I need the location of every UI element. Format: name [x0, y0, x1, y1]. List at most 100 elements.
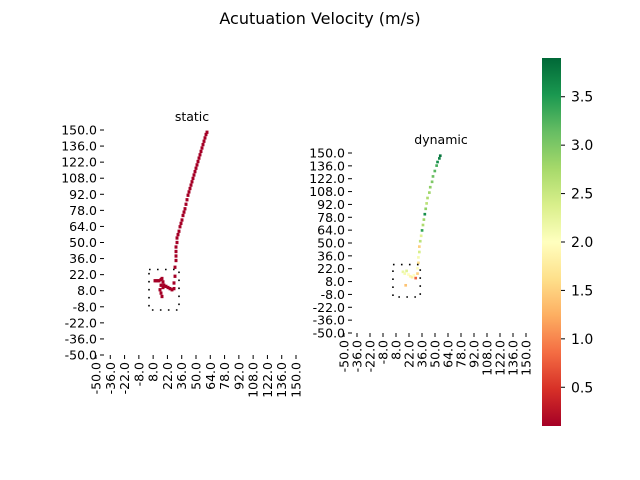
static-heatmap-cell — [201, 142, 205, 147]
static-y-tick-label: -50.0 — [65, 348, 97, 363]
dynamic-heatmap-cell — [423, 212, 427, 216]
static-heatmap-cell — [174, 249, 178, 254]
dynamic-x-tick-label: 108.0 — [480, 340, 495, 376]
panel-dynamic-title: dynamic — [414, 132, 468, 147]
dynamic-heatmap-cell — [408, 274, 412, 278]
static-heatmap-cell — [158, 288, 162, 292]
figure-title: Acutuation Velocity (m/s) — [219, 9, 420, 28]
static-heatmap-cell — [155, 279, 159, 283]
static-heatmap-cell — [178, 225, 182, 229]
dynamic-heatmap-cell — [412, 274, 416, 277]
static-heatmap-cell — [174, 258, 178, 263]
static-heatmap-cell — [160, 276, 164, 281]
static-y-tick-label: 36.0 — [69, 251, 97, 266]
dynamic-y-tick-label: 64.0 — [317, 223, 345, 238]
static-heatmap-cell — [164, 284, 168, 289]
dynamic-heatmap-cell — [425, 202, 428, 205]
dynamic-y-tick-label: 8.0 — [325, 274, 345, 289]
static-x-tick-label: -8.0 — [131, 362, 146, 386]
dynamic-x-tick-label: -50.0 — [337, 340, 352, 372]
dynamic-heatmap-cell — [416, 272, 419, 275]
dynamic-x-tick-label: 64.0 — [441, 340, 456, 368]
dynamic-y-tick-label: -8.0 — [321, 287, 345, 302]
dynamic-heatmap-cell — [418, 250, 421, 254]
dynamic-x-tick-label: 150.0 — [519, 340, 534, 376]
static-heatmap-cell — [173, 274, 177, 278]
dynamic-x-tick-label: 22.0 — [402, 340, 417, 368]
panel-static: static 150.0136.0122.0108.092.078.064.05… — [61, 109, 303, 398]
dynamic-heatmap-cell — [420, 229, 424, 232]
static-x-tick-label: 78.0 — [217, 362, 232, 390]
colorbar-tick-label: 3.5 — [571, 90, 593, 106]
static-y-tick-label: 8.0 — [77, 283, 97, 298]
static-heatmap-cell — [174, 254, 178, 258]
colorbar-tick-label: 2.5 — [571, 187, 593, 203]
colorbar-tick-label: 0.5 — [571, 380, 593, 396]
static-y-tick-label: 64.0 — [69, 219, 97, 234]
static-heatmap-cell — [177, 229, 181, 233]
static-heatmap-cell — [168, 286, 172, 291]
static-heatmap-cell — [166, 285, 170, 290]
static-y-tick-label: -22.0 — [65, 315, 97, 330]
static-heatmap-cell — [175, 236, 179, 240]
dynamic-y-tick-label: -36.0 — [313, 313, 345, 328]
static-y-tick-label: 108.0 — [61, 171, 97, 186]
static-heatmap-cell — [183, 207, 187, 211]
static-heatmap-cell — [184, 202, 188, 206]
static-heatmap-cell — [161, 280, 165, 284]
dynamic-x-tick-label: -36.0 — [350, 340, 365, 372]
static-heatmap-cell — [204, 132, 208, 137]
dynamic-y-tick-label: 108.0 — [309, 184, 345, 199]
static-y-tick-label: -8.0 — [73, 299, 97, 314]
dynamic-heatmap-cell — [418, 239, 422, 243]
dynamic-y-tick-label: 136.0 — [309, 158, 345, 173]
static-heatmap-cell — [198, 153, 202, 157]
static-x-tick-label: 108.0 — [246, 362, 261, 398]
static-heatmap-cell — [200, 146, 204, 150]
dynamic-y-tick-label: 22.0 — [317, 261, 345, 276]
static-heatmap-cell — [162, 283, 166, 287]
colorbar-tick-label: 1.0 — [571, 332, 593, 348]
dynamic-heatmap-cell — [430, 180, 434, 184]
static-heatmap-cell — [196, 159, 200, 164]
dynamic-heatmap-cell — [424, 207, 428, 211]
static-heatmap-cell — [193, 169, 197, 174]
dynamic-heatmap-cell — [416, 266, 419, 270]
colorbar: 0.5 1.0 1.5 2.0 2.5 3.0 3.5 — [542, 58, 593, 426]
static-y-tick-label: 150.0 — [61, 123, 97, 138]
dynamic-heatmap-cell — [426, 196, 429, 200]
static-heatmap-cell — [159, 291, 163, 295]
dynamic-obstacle-box — [392, 263, 422, 298]
dynamic-y-tick-label: 36.0 — [317, 248, 345, 263]
dynamic-heatmap-cell — [435, 164, 438, 167]
static-heatmap-cell — [153, 279, 157, 283]
static-heatmap-cell — [181, 213, 185, 218]
static-heatmap-cell — [160, 294, 164, 299]
dynamic-heatmap-cell — [428, 191, 431, 194]
dynamic-x-tick-label: 78.0 — [454, 340, 469, 368]
dynamic-heatmap-cell — [433, 169, 437, 173]
dynamic-y-tick-label: 150.0 — [309, 146, 345, 161]
dynamic-x-tick-label: 136.0 — [506, 340, 521, 376]
static-obstacle-box — [148, 268, 180, 311]
dynamic-x-tick-label: 122.0 — [493, 340, 508, 376]
dynamic-heatmap-cell — [404, 283, 408, 287]
dynamic-heatmap-cell — [417, 256, 420, 259]
static-heatmap-cell — [190, 180, 194, 184]
static-heatmap-cell — [173, 265, 177, 269]
static-heatmap-cell — [157, 279, 161, 283]
static-heatmap-cell — [186, 193, 190, 197]
static-x-tick-label: -50.0 — [89, 362, 104, 394]
dynamic-heatmap-cell — [431, 175, 435, 178]
dynamic-y-tick-label: -22.0 — [313, 300, 345, 315]
static-heatmap-cell — [179, 221, 183, 226]
dynamic-x-tick-label: 36.0 — [415, 340, 430, 368]
colorbar-tick-label: 1.5 — [571, 283, 593, 299]
dynamic-x-tick-label: -8.0 — [376, 340, 391, 364]
colorbar-tick-label: 3.0 — [571, 138, 593, 154]
static-heatmap-cell — [203, 136, 207, 140]
static-heatmap-cell — [174, 245, 178, 249]
panel-static-title: static — [175, 109, 209, 124]
static-x-tick-label: 64.0 — [203, 362, 218, 390]
dynamic-y-tick-label: 92.0 — [317, 197, 345, 212]
